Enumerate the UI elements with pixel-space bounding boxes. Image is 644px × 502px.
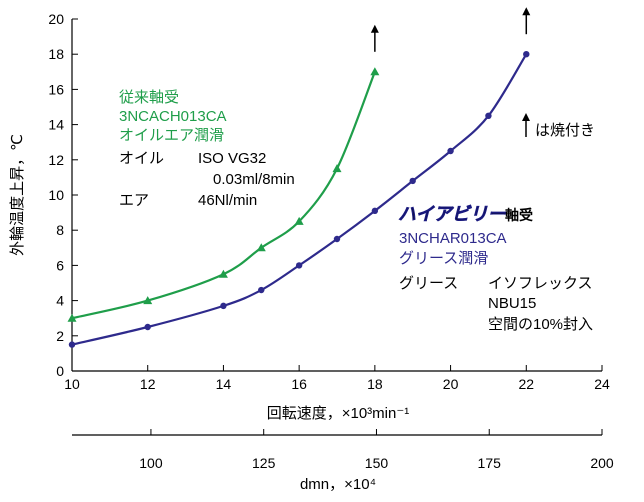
seizure-note-arrowhead-icon — [522, 113, 530, 121]
y-tick-label: 10 — [48, 187, 64, 203]
hability-seizure-arrowhead-icon — [522, 7, 531, 16]
conventional-data-point — [294, 216, 304, 225]
secondary-tick-label: 175 — [478, 455, 502, 471]
x-axis-title: 回転速度，×10³min⁻¹ — [267, 405, 410, 422]
conventional-data-point — [143, 296, 153, 305]
hability-data-point — [295, 262, 303, 269]
oil-label: オイル — [119, 150, 164, 167]
hability-data-point — [409, 177, 416, 185]
y-tick-label: 8 — [56, 222, 64, 238]
y-tick-label: 12 — [48, 152, 64, 168]
y-tick-label: 14 — [48, 117, 64, 133]
conventional-seizure-arrowhead-icon — [370, 24, 379, 33]
fill-ratio: 空間の10%封入 — [488, 316, 593, 333]
grease-label: グリース — [399, 275, 458, 292]
y-tick-label: 6 — [56, 257, 64, 273]
conventional-data-point — [218, 269, 228, 278]
x-tick-label: 20 — [443, 376, 459, 392]
series-layer — [67, 7, 531, 348]
y-axis-ticks: 0 2 4 6 8 10 12 14 16 18 20 — [48, 11, 78, 379]
conv-lubrication: オイルエア潤滑 — [119, 127, 224, 144]
secondary-tick-label: 200 — [590, 455, 614, 471]
conventional-data-point — [332, 164, 342, 173]
hability-bearing-annotation: ハイアビリー 軸受 3NCHAR013CA グリース潤滑 グリース イソフレック… — [398, 204, 593, 333]
hability-data-point — [523, 51, 530, 58]
conventional-data-point — [370, 67, 380, 76]
seizure-note: は焼付き — [522, 113, 595, 139]
oil-amount: 0.03ml/8min — [213, 171, 295, 188]
y-tick-label: 20 — [48, 11, 64, 27]
y-tick-label: 18 — [48, 46, 64, 62]
secondary-tick-label: 125 — [252, 455, 276, 471]
axes — [71, 19, 602, 436]
oil-value: ISO VG32 — [198, 150, 266, 167]
hability-data-point — [485, 112, 492, 120]
y-tick-label: 16 — [48, 81, 64, 97]
x-tick-label: 22 — [518, 376, 534, 392]
x-tick-label: 16 — [291, 376, 307, 392]
y-tick-label: 2 — [56, 328, 64, 344]
x-tick-label: 12 — [140, 376, 156, 392]
conv-model: 3NCACH013CA — [119, 108, 227, 125]
conventional-data-point — [256, 243, 266, 252]
brand-logo: ハイアビリー — [398, 204, 507, 224]
secondary-axis-ticks: 100 125 150 175 200 — [139, 429, 614, 471]
x-tick-label: 24 — [594, 376, 610, 392]
y-axis-title: 外輪温度上昇，℃ — [9, 134, 26, 256]
x-tick-label: 14 — [216, 376, 232, 392]
hability-data-point — [333, 235, 341, 243]
hability-data-point — [220, 302, 227, 310]
x-tick-label: 10 — [64, 376, 80, 392]
y-tick-label: 0 — [56, 363, 64, 379]
conventional-bearing-annotation: 従来軸受 3NCACH013CA オイルエア潤滑 オイル ISO VG32 0.… — [119, 89, 295, 209]
seizure-note-text: は焼付き — [535, 122, 595, 139]
secondary-axis-title: dmn，×10⁴ — [300, 476, 376, 493]
hability-data-point — [447, 147, 454, 155]
brand-suffix: 軸受 — [505, 207, 533, 223]
secondary-tick-label: 100 — [139, 455, 163, 471]
air-label: エア — [119, 192, 149, 209]
grease-value2: NBU15 — [488, 295, 536, 312]
x-axis-ticks: 10 12 14 16 18 20 22 24 — [64, 365, 610, 392]
hab-lubrication: グリース潤滑 — [399, 250, 488, 267]
hab-model: 3NCHAR013CA — [399, 230, 507, 247]
hability-data-point — [258, 286, 265, 294]
x-tick-label: 18 — [367, 376, 383, 392]
air-value: 46Nl/min — [198, 192, 257, 209]
hability-data-point — [68, 341, 76, 348]
conv-title: 従来軸受 — [119, 89, 179, 106]
y-tick-label: 4 — [56, 293, 64, 309]
hability-data-point — [371, 207, 379, 215]
conventional-data-point — [67, 313, 77, 322]
grease-value: イソフレックス — [488, 275, 593, 292]
secondary-tick-label: 150 — [365, 455, 389, 471]
hability-data-point — [144, 323, 151, 331]
